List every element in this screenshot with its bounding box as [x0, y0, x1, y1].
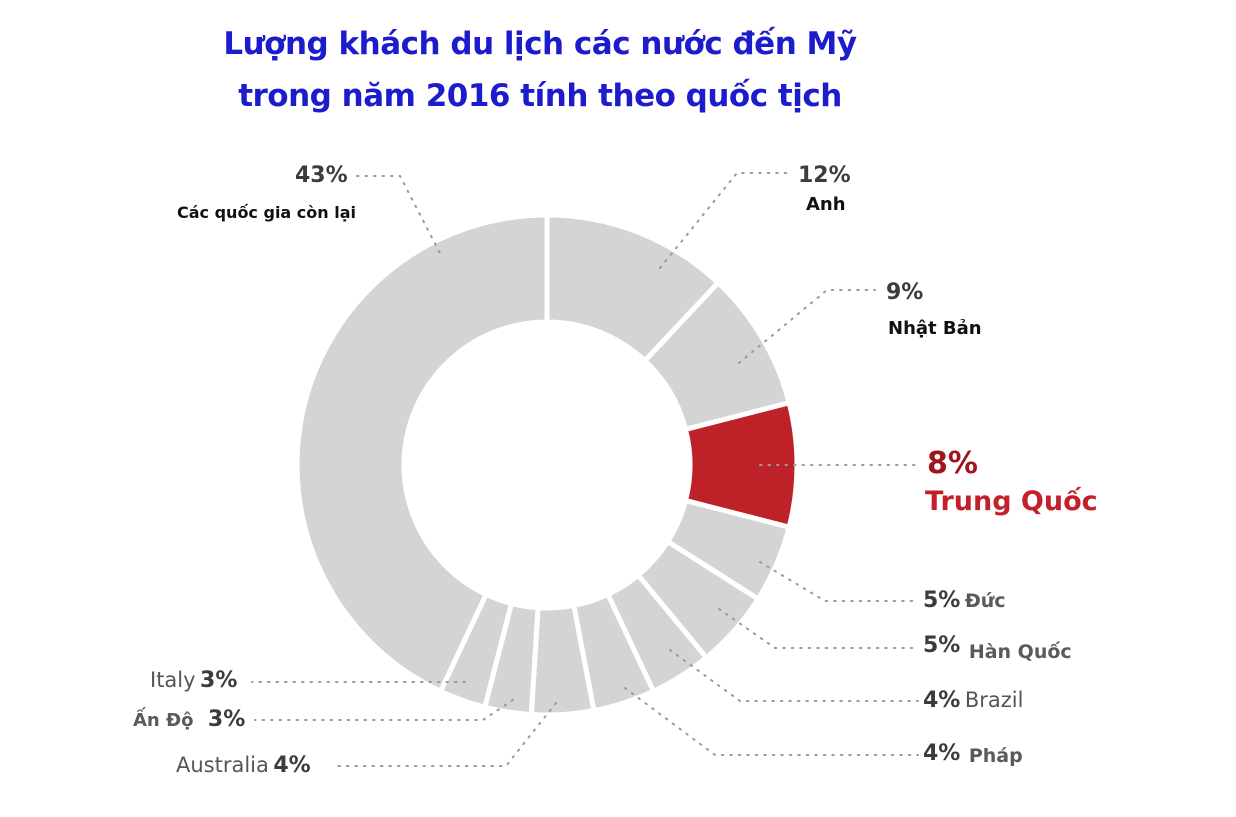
- label-pct-korea: 5%: [923, 633, 961, 658]
- leader-line-brazil: [669, 649, 919, 702]
- leader-line-germany: [759, 561, 919, 602]
- label-pct-japan: 9%: [886, 280, 924, 305]
- leader-line-others: [356, 175, 443, 258]
- label-name-others: Các quốc gia còn lại: [177, 203, 356, 222]
- label-pct-brazil: 4%: [923, 688, 961, 713]
- leader-line-france: [624, 687, 919, 756]
- donut-slice-các-quốc-gia-còn-lại: [294, 212, 550, 695]
- leader-line-korea: [718, 608, 919, 649]
- label-pct-uk: 12%: [798, 163, 851, 188]
- label-name-germany: Đức: [964, 590, 1006, 612]
- label-name-india: Ấn Độ: [133, 710, 194, 731]
- label-name-brazil: Brazil: [964, 688, 1024, 712]
- donut-slices: [294, 212, 800, 718]
- chart-title-line-1: Lượng khách du lịch các nước đến Mỹ: [223, 26, 857, 62]
- leader-lines: [251, 172, 919, 767]
- label-name-italy: Italy: [150, 668, 196, 692]
- label-pct-australia: 4%: [273, 753, 311, 778]
- label-pct-china: 8%: [927, 446, 978, 481]
- label-name-korea: Hàn Quốc: [968, 641, 1072, 663]
- label-pct-others: 43%: [295, 163, 348, 188]
- label-pct-germany: 5%: [923, 588, 961, 613]
- label-france: 4% Pháp: [923, 741, 1023, 767]
- label-name-uk: Anh: [806, 194, 846, 215]
- leader-line-india: [254, 699, 514, 721]
- label-name-australia: Australia: [176, 753, 269, 777]
- label-india: Ấn Độ 3%: [133, 707, 245, 732]
- label-korea: 5% Hàn Quốc: [923, 633, 1072, 663]
- label-pct-italy: 3%: [200, 668, 238, 693]
- label-name-china: Trung Quốc: [925, 486, 1098, 517]
- label-brazil: 4% Brazil: [923, 688, 1023, 713]
- label-pct-india: 3%: [207, 707, 246, 732]
- label-pct-france: 4%: [923, 741, 961, 766]
- label-italy: Italy 3%: [150, 668, 237, 693]
- leader-line-japan: [738, 289, 876, 364]
- label-name-japan: Nhật Bản: [888, 318, 982, 339]
- leader-line-australia: [332, 702, 557, 767]
- label-germany: 5% Đức: [923, 588, 1006, 613]
- chart-title-line-2: trong năm 2016 tính theo quốc tịch: [238, 78, 842, 114]
- label-name-france: Pháp: [968, 745, 1023, 767]
- label-australia: Australia 4%: [176, 753, 311, 778]
